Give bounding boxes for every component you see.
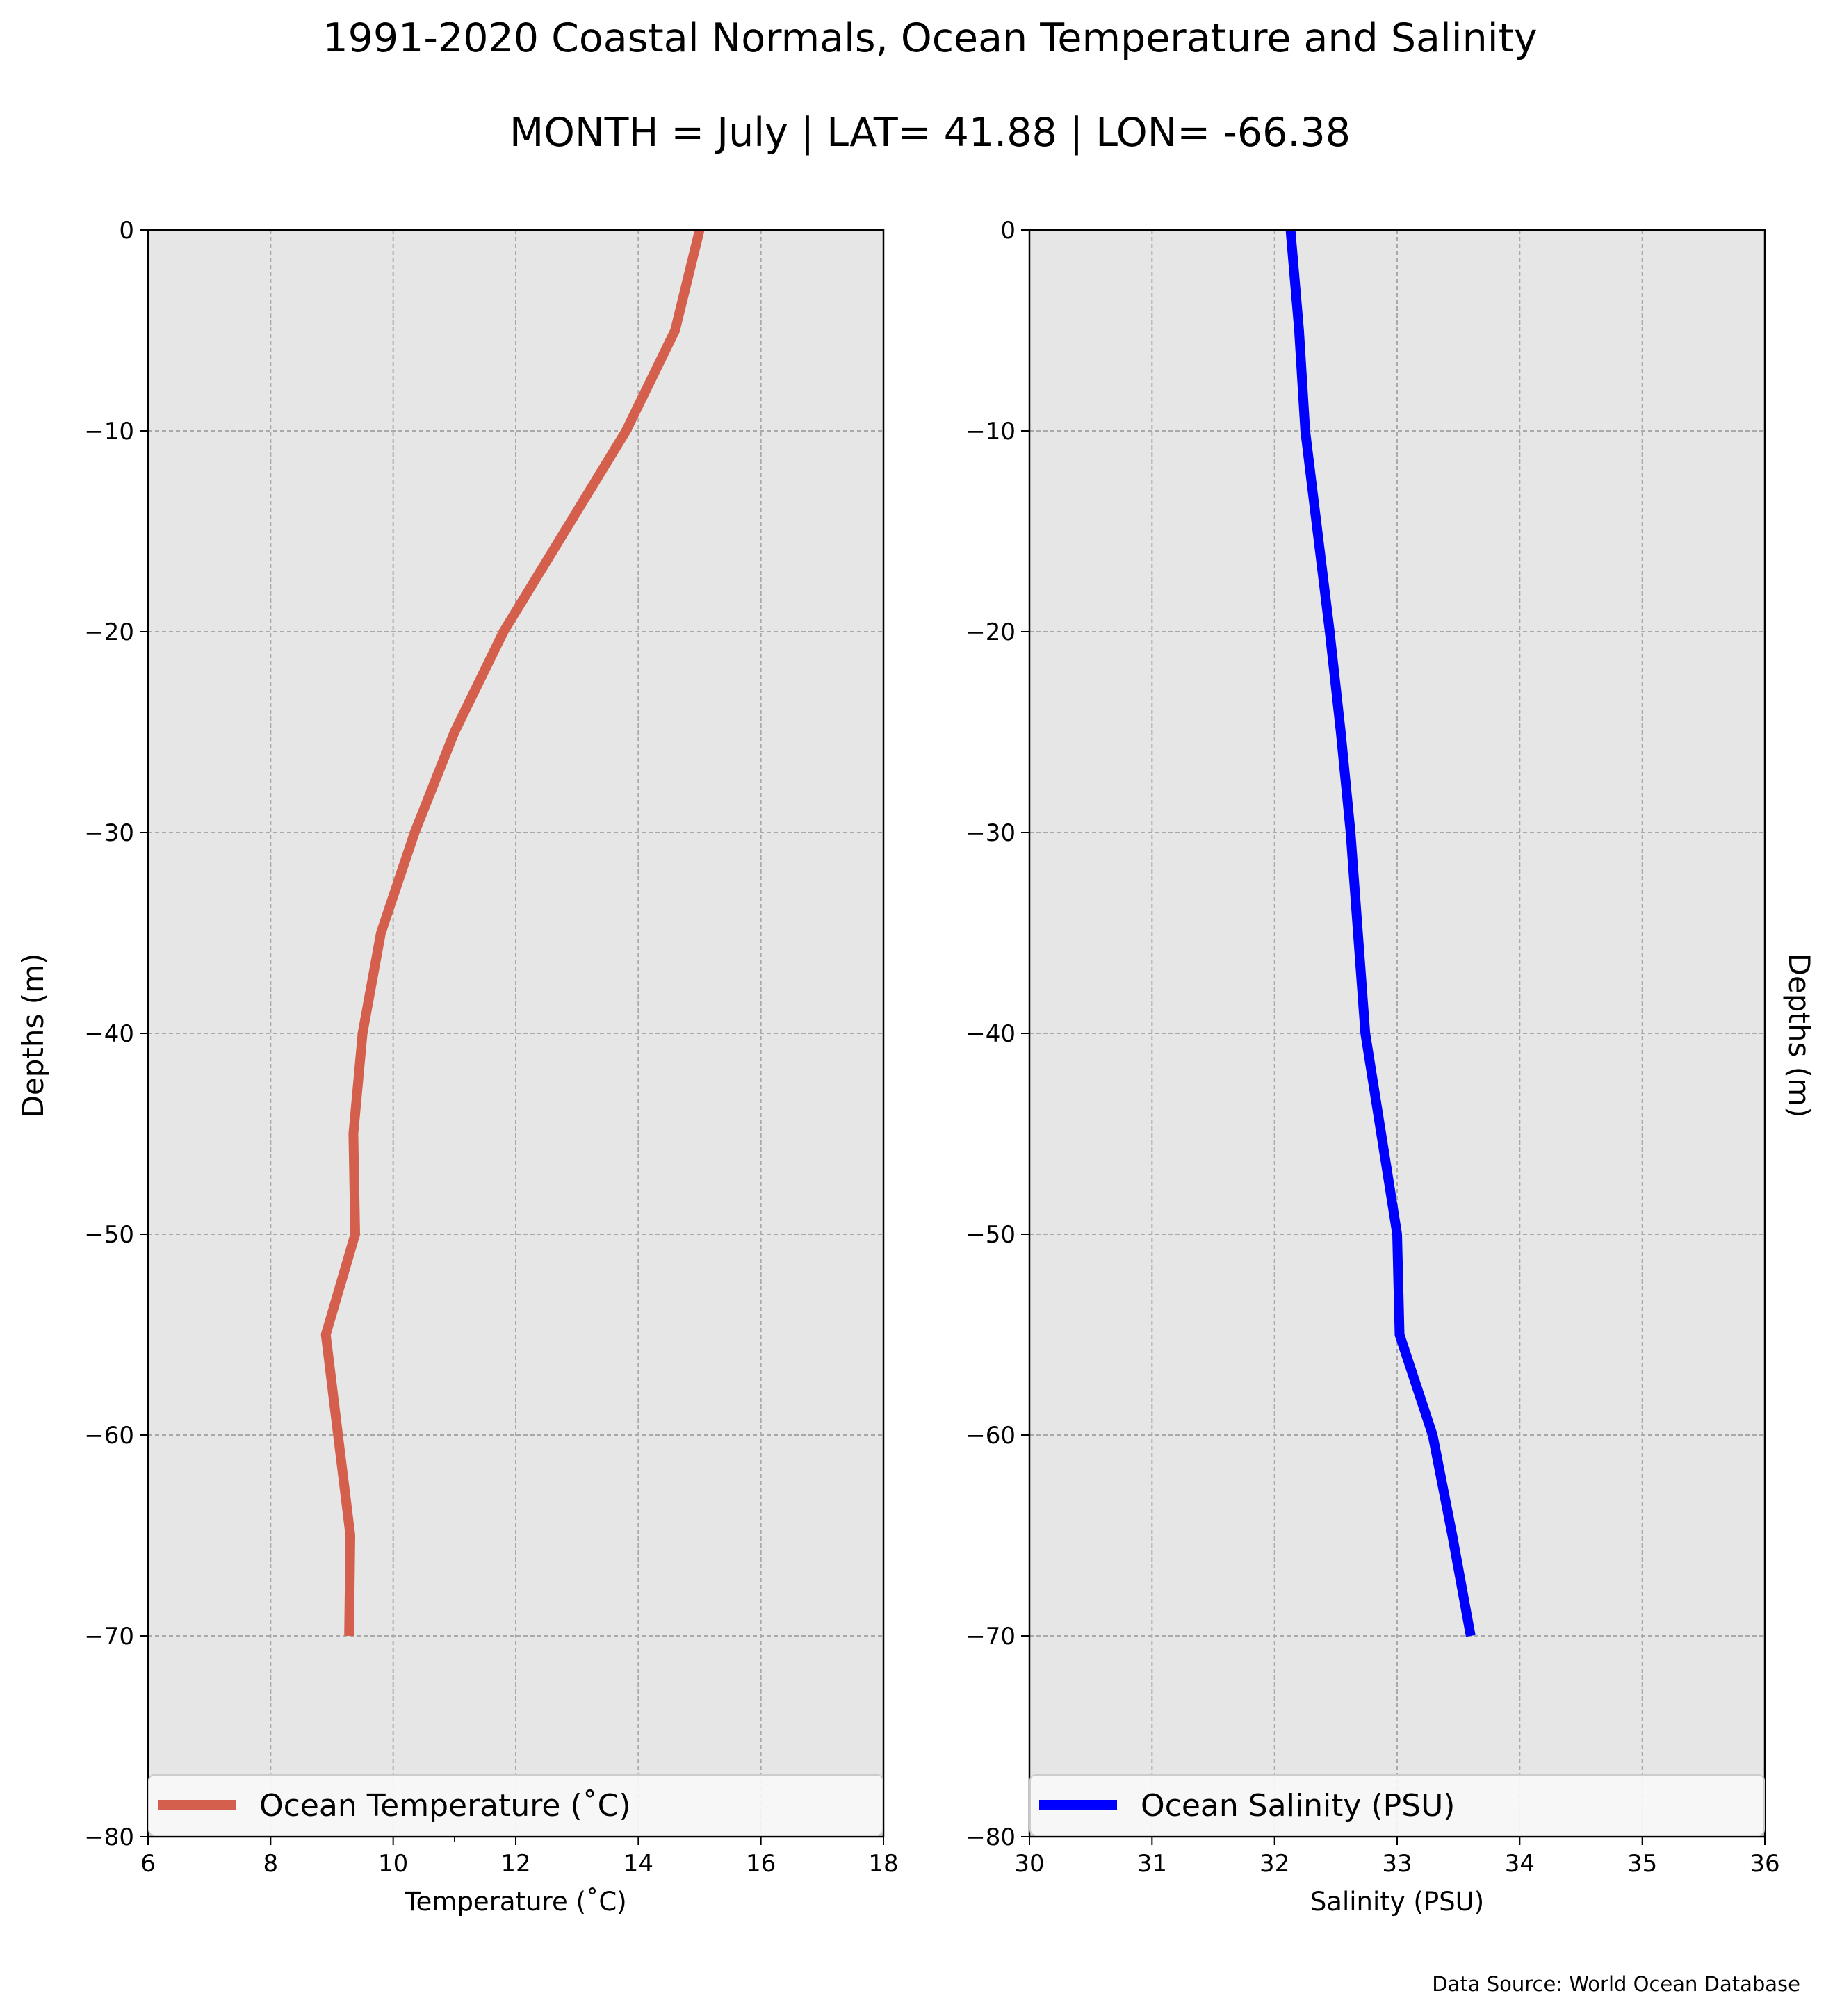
salinity-panel: 30 31 32 33 34 35 36 0 −10 −20 −30 −40 −50 −60 −70 −80 S… xyxy=(965,217,1779,1917)
temperature-y-tick-label: −40 xyxy=(84,1020,134,1048)
salinity-y-tick-label: −60 xyxy=(965,1422,1016,1450)
salinity-y-tick-label: −20 xyxy=(965,618,1016,646)
temperature-y-tick-label: −60 xyxy=(84,1422,134,1450)
temperature-y-tick-label: −10 xyxy=(84,418,134,445)
temperature-x-tick-label: 18 xyxy=(868,1850,898,1878)
temperature-ylabel: Depths (m) xyxy=(16,953,50,1118)
temperature-x-tick-label: 14 xyxy=(623,1850,653,1878)
temperature-y-tick-label: 0 xyxy=(119,217,134,245)
salinity-x-tick-label: 30 xyxy=(1014,1850,1044,1878)
salinity-y-tick-label: −50 xyxy=(965,1221,1016,1249)
salinity-legend-label: Ocean Salinity (PSU) xyxy=(1141,1788,1455,1824)
temperature-xlabel: Temperature (˚C) xyxy=(404,1887,626,1917)
salinity-x-tick-label: 32 xyxy=(1260,1850,1289,1878)
salinity-x-tick-label: 35 xyxy=(1627,1850,1657,1878)
temperature-series-line xyxy=(320,229,705,1637)
salinity-y-tick-label: −30 xyxy=(965,819,1016,847)
salinity-series-line xyxy=(1285,229,1476,1637)
temperature-x-tick-label: 12 xyxy=(500,1850,530,1878)
salinity-y-tick-label: −80 xyxy=(965,1824,1016,1851)
figure-subtitle: MONTH = July | LAT= 41.88 | LON= -66.38 xyxy=(510,110,1351,156)
salinity-y-tick-label: −70 xyxy=(965,1623,1016,1650)
figure-title: 1991-2020 Coastal Normals, Ocean Tempera… xyxy=(323,15,1537,61)
salinity-xlabel: Salinity (PSU) xyxy=(1310,1887,1484,1917)
salinity-x-tick-label: 36 xyxy=(1750,1850,1779,1878)
salinity-x-tick-label: 31 xyxy=(1137,1850,1167,1878)
temperature-legend xyxy=(148,1774,883,1836)
temperature-y-tick-label: −50 xyxy=(84,1221,134,1249)
data-source-note: Data Source: World Ocean Database xyxy=(1432,1972,1800,1996)
temperature-x-tick-label: 6 xyxy=(140,1850,156,1878)
temperature-y-tick-label: −20 xyxy=(84,618,134,646)
salinity-x-tick-label: 33 xyxy=(1382,1850,1412,1878)
salinity-x-tick-label: 34 xyxy=(1505,1850,1535,1878)
salinity-y-tick-label: −40 xyxy=(965,1020,1016,1048)
temperature-y-tick-label: −70 xyxy=(84,1623,134,1650)
temperature-x-tick-label: 10 xyxy=(378,1850,408,1878)
temperature-y-tick-label: −80 xyxy=(84,1824,134,1851)
temperature-panel: 6 8 10 12 14 16 18 0 −10 −20 −30 −40 −50 −60 −70 −80 Tem… xyxy=(84,217,898,1917)
temperature-x-tick-label: 16 xyxy=(746,1850,776,1878)
salinity-ylabel: Depths (m) xyxy=(1782,953,1816,1118)
salinity-y-tick-label: −10 xyxy=(965,418,1016,445)
temperature-x-tick-label: 8 xyxy=(263,1850,279,1878)
temperature-legend-label: Ocean Temperature (˚C) xyxy=(259,1788,631,1824)
temperature-y-tick-label: −30 xyxy=(84,819,134,847)
salinity-y-tick-label: 0 xyxy=(1000,217,1016,245)
salinity-legend xyxy=(1029,1774,1765,1836)
